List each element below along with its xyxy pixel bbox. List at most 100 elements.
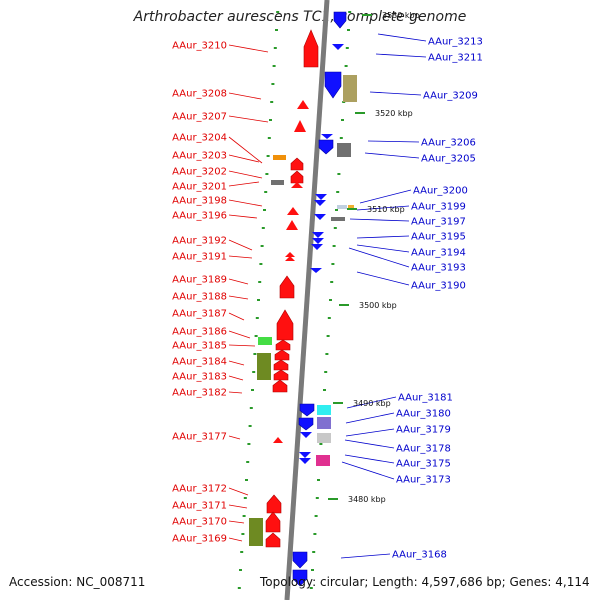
leader-line xyxy=(369,91,422,96)
position-tick xyxy=(337,173,341,175)
position-tick xyxy=(270,101,274,103)
gene-label: AAur_3203 xyxy=(172,151,227,162)
gene-label: AAur_3178 xyxy=(396,444,451,455)
gene-block xyxy=(348,205,354,209)
leader-line xyxy=(340,553,391,559)
leader-line xyxy=(228,214,258,219)
scale-tick-label: 3490 kbp xyxy=(353,399,391,408)
forward-gene-arrow xyxy=(285,256,295,261)
position-tick xyxy=(314,515,318,517)
position-tick xyxy=(317,479,320,481)
position-tick xyxy=(273,47,277,49)
gene-label: AAur_3172 xyxy=(172,484,227,495)
leader-line xyxy=(356,271,410,286)
position-tick xyxy=(264,191,268,193)
position-tick xyxy=(260,245,264,247)
genome-backbone xyxy=(284,0,330,600)
position-tick xyxy=(241,533,245,535)
gene-label: AAur_3181 xyxy=(398,393,453,404)
position-tick xyxy=(239,569,242,571)
reverse-gene-arrow xyxy=(318,139,334,155)
position-tick xyxy=(331,263,335,265)
reverse-gene-arrow xyxy=(300,432,312,438)
gene-label: AAur_3206 xyxy=(421,138,476,149)
leader-line xyxy=(228,170,263,179)
scale-tick-mark xyxy=(339,304,349,306)
reverse-gene-arrow xyxy=(299,452,311,458)
position-tick xyxy=(319,443,323,445)
gene-label: AAur_3198 xyxy=(172,196,227,207)
genome-summary-text: Topology: circular; Length: 4,597,686 bp… xyxy=(260,575,590,589)
leader-line xyxy=(356,205,410,211)
leader-line xyxy=(356,235,410,239)
forward-gene-arrow xyxy=(285,252,295,257)
gene-label: AAur_3207 xyxy=(172,112,227,123)
reverse-gene-arrow xyxy=(292,551,308,569)
gene-label: AAur_3169 xyxy=(172,534,227,545)
gene-label: AAur_3182 xyxy=(172,388,227,399)
gene-label: AAur_3211 xyxy=(428,53,483,64)
position-tick xyxy=(330,281,334,283)
accession-text: Accession: NC_008711 xyxy=(9,575,146,589)
forward-gene-arrow xyxy=(273,437,283,443)
position-tick xyxy=(309,587,313,589)
leader-line xyxy=(228,295,249,300)
gene-label: AAur_3210 xyxy=(172,41,227,52)
forward-gene-arrow xyxy=(274,349,290,361)
gene-label: AAur_3191 xyxy=(172,252,227,263)
leader-line xyxy=(344,439,395,449)
leader-line xyxy=(228,154,260,163)
leader-line xyxy=(377,33,427,42)
forward-gene-arrow xyxy=(276,309,294,341)
gene-label: AAur_3200 xyxy=(413,186,468,197)
gene-label: AAur_3168 xyxy=(392,550,447,561)
position-tick xyxy=(323,389,326,391)
leader-line xyxy=(228,520,245,524)
position-tick xyxy=(275,29,278,31)
gene-label: AAur_3190 xyxy=(411,281,466,292)
leader-line xyxy=(341,461,395,480)
reverse-gene-arrow xyxy=(315,194,327,200)
forward-gene-arrow xyxy=(291,182,303,188)
gene-label: AAur_3202 xyxy=(172,167,227,178)
leader-line xyxy=(228,199,263,207)
gene-label: AAur_3204 xyxy=(172,133,227,144)
gene-label: AAur_3205 xyxy=(421,154,476,165)
gene-label: AAur_3213 xyxy=(428,37,483,48)
position-tick xyxy=(243,497,247,499)
scale-tick-label: 3510 kbp xyxy=(367,205,405,214)
leader-line xyxy=(228,391,243,394)
gene-block xyxy=(257,353,271,380)
position-tick xyxy=(311,569,314,571)
leader-line xyxy=(344,454,395,464)
position-tick xyxy=(257,299,260,301)
forward-gene-arrow xyxy=(272,379,288,393)
leader-line xyxy=(228,278,249,285)
gene-label: AAur_3183 xyxy=(172,372,227,383)
gene-label: AAur_3186 xyxy=(172,327,227,338)
reverse-gene-arrow xyxy=(310,268,322,273)
position-tick xyxy=(347,29,350,31)
gene-label: AAur_3189 xyxy=(172,275,227,286)
leader-line xyxy=(228,344,256,347)
gene-block xyxy=(343,75,357,102)
forward-gene-arrow xyxy=(266,494,282,514)
gene-label: AAur_3171 xyxy=(172,501,227,512)
gene-label: AAur_3185 xyxy=(172,341,227,352)
reverse-gene-arrow xyxy=(298,417,314,431)
leader-line xyxy=(228,375,244,381)
scale-tick-label: 3480 kbp xyxy=(348,495,386,504)
gene-label: AAur_3192 xyxy=(172,236,227,247)
leader-line xyxy=(228,435,241,440)
position-tick xyxy=(315,497,319,499)
gene-label: AAur_3195 xyxy=(411,232,466,243)
gene-label: AAur_3180 xyxy=(396,409,451,420)
leader-line xyxy=(228,181,260,187)
position-tick xyxy=(240,551,244,553)
forward-gene-arrow xyxy=(294,120,306,132)
position-tick xyxy=(335,209,338,211)
position-tick xyxy=(237,587,241,589)
map-title: Arthrobacter aurescens TC1, complete gen… xyxy=(133,9,467,25)
gene-block xyxy=(337,143,351,157)
gene-block xyxy=(271,180,284,185)
